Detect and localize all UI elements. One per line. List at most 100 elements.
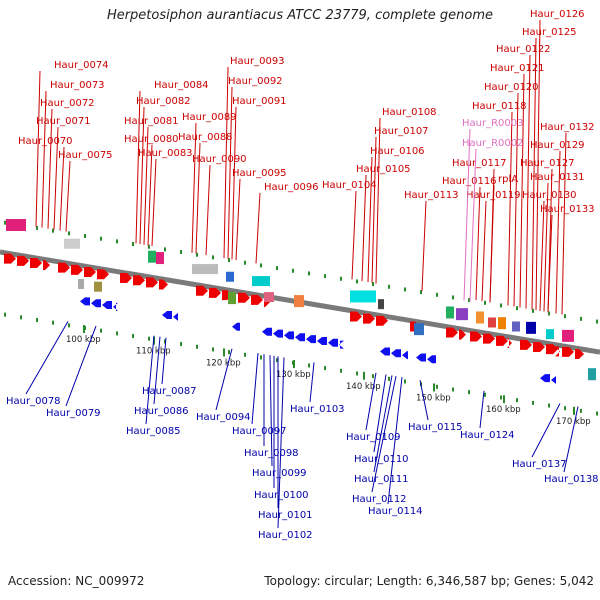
reverse-gene-arrow xyxy=(402,351,408,360)
scale-tick-label: 150 kbp xyxy=(416,393,451,403)
forward-gene-arrow xyxy=(4,253,16,264)
forward-gene-arrow xyxy=(533,342,545,353)
forward-gene-arrow xyxy=(363,313,375,324)
reverse-gene-arrow xyxy=(380,347,390,356)
reverse-gene-label: Haur_0087 xyxy=(142,386,197,397)
forward-gene-label: Haur_0107 xyxy=(374,126,429,137)
reverse-guide-dots xyxy=(4,312,598,416)
feature-box xyxy=(456,308,468,321)
forward-gene-label: Haur_0119 xyxy=(466,190,521,201)
feature-box xyxy=(192,264,218,275)
feature-box xyxy=(476,311,484,324)
forward-gene-arrow xyxy=(209,287,221,298)
forward-gene-arrow xyxy=(507,338,512,349)
reverse-gene-arrow xyxy=(173,312,178,321)
feature-box xyxy=(264,292,274,303)
reverse-gene-label: Haur_0098 xyxy=(244,448,299,459)
forward-gene-label: Haur_0132 xyxy=(540,122,595,133)
reverse-gene-arrow xyxy=(80,297,90,306)
reverse-gene-arrow xyxy=(551,376,556,385)
forward-gene-arrows xyxy=(4,253,584,360)
scale-ticks: 100 kbp 110 kbp 120 kbp 130 kbp 140 kbp 150 k… xyxy=(66,325,591,427)
forward-gene-arrow xyxy=(17,255,29,266)
scale-tick-label: 130 kbp xyxy=(276,370,311,380)
forward-gene-arrow xyxy=(120,273,132,284)
forward-gene-label: Haur_0074 xyxy=(54,60,109,71)
reverse-gene-arrow xyxy=(317,336,327,345)
forward-gene-label: Haur_0104 xyxy=(322,180,377,191)
reverse-gene-label: Haur_0110 xyxy=(354,454,409,465)
forward-gene-arrow xyxy=(43,260,50,271)
reverse-gene-label: Haur_0086 xyxy=(134,406,189,417)
reverse-gene-label: Haur_0094 xyxy=(196,412,251,423)
reverse-gene-label: Haur_0138 xyxy=(544,474,599,485)
forward-gene-label: Haur_0080 xyxy=(124,134,179,145)
forward-gene-label: Haur_0118 xyxy=(472,101,527,112)
feature-box xyxy=(64,238,80,249)
reverse-gene-arrow xyxy=(91,299,101,308)
reverse-gene-label: Haur_0099 xyxy=(252,468,307,479)
forward-gene-label: Haur_0092 xyxy=(228,76,283,87)
feature-box xyxy=(488,317,496,328)
forward-gene-arrow xyxy=(562,346,574,357)
forward-gene-label: Haur_0131 xyxy=(530,172,585,183)
forward-gene-arrow xyxy=(575,349,584,360)
reverse-gene-label: Haur_0085 xyxy=(126,426,181,437)
forward-gene-label: Haur_0125 xyxy=(522,27,577,38)
reverse-gene-label: Haur_0109 xyxy=(346,432,401,443)
forward-gene-label: Haur_0105 xyxy=(356,164,411,175)
forward-gene-arrow xyxy=(238,292,250,303)
feature-box xyxy=(378,299,384,310)
feature-box xyxy=(414,323,424,336)
forward-gene-label: Haur_0117 xyxy=(452,158,507,169)
reverse-gene-label: Haur_0112 xyxy=(352,494,407,505)
forward-gene-label: Haur_0096 xyxy=(264,182,319,193)
feature-box xyxy=(526,321,536,334)
feature-box xyxy=(94,281,102,292)
forward-gene-label: Haur_0108 xyxy=(382,107,437,118)
forward-gene-label: Haur_0113 xyxy=(404,190,459,201)
scale-tick-label: 140 kbp xyxy=(346,382,381,392)
reverse-gene-arrows xyxy=(80,297,556,385)
scale-tick-label: 160 kbp xyxy=(486,405,521,415)
feature-box xyxy=(588,368,596,381)
reverse-gene-arrow xyxy=(113,302,118,311)
forward-gene-arrow xyxy=(446,327,458,338)
forward-gene-label: Haur_0129 xyxy=(530,140,585,151)
forward-gene-label: Haur_0071 xyxy=(36,116,91,127)
forward-gene-label: Haur_0130 xyxy=(522,190,577,201)
forward-gene-arrow xyxy=(97,269,109,280)
forward-gene-arrow xyxy=(71,264,83,275)
reverse-gene-arrow xyxy=(162,311,172,320)
forward-gene-arrow xyxy=(251,294,263,305)
reverse-gene-arrow xyxy=(102,301,112,310)
forward-gene-label: Haur_0116 xyxy=(442,176,497,187)
feature-box xyxy=(446,306,454,319)
forward-gene-arrow xyxy=(546,344,558,355)
forward-gene-arrow xyxy=(470,331,482,342)
reverse-gene-arrow xyxy=(540,374,550,383)
feature-box xyxy=(546,329,554,340)
reverse-gene-label: Haur_0137 xyxy=(512,459,567,470)
forward-gene-label: Haur_0089 xyxy=(182,112,237,123)
feature-box xyxy=(148,250,156,263)
forward-gene-label: Haur_0120 xyxy=(484,82,539,93)
reverse-gene-arrow xyxy=(306,335,316,344)
reverse-gene-arrow xyxy=(284,331,294,340)
forward-gene-label: rplA xyxy=(498,174,518,185)
forward-gene-label: Haur_0073 xyxy=(50,80,105,91)
reverse-gene-label: Haur_0078 xyxy=(6,396,61,407)
forward-gene-label: Haur_0081 xyxy=(124,116,179,127)
reverse-gene-label: Haur_0097 xyxy=(232,426,287,437)
forward-gene-arrow xyxy=(30,258,42,269)
forward-gene-arrow xyxy=(376,315,388,326)
scale-tick-label: 170 kbp xyxy=(556,417,591,427)
feature-box xyxy=(512,321,520,332)
reverse-gene-label: Haur_0114 xyxy=(368,506,423,517)
genome-summary-text: Topology: circular; Length: 6,346,587 bp… xyxy=(264,574,594,588)
forward-gene-label: Haur_0106 xyxy=(370,146,425,157)
scale-tick-label: 110 kbp xyxy=(136,347,171,357)
forward-gene-arrow xyxy=(459,329,466,340)
forward-gene-label: Haur_0088 xyxy=(178,132,233,143)
